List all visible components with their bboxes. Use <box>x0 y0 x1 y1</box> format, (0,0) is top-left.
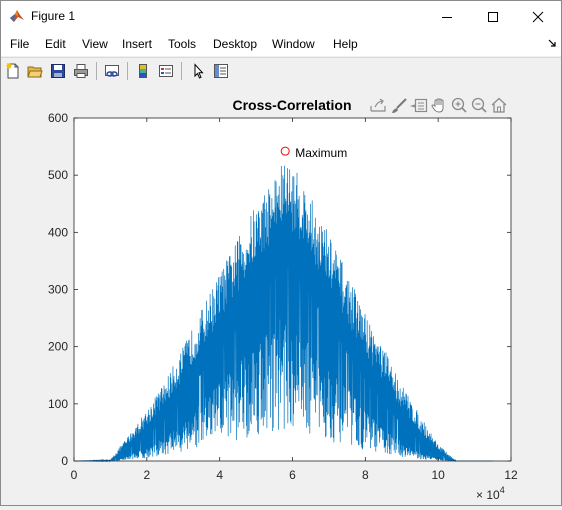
open-file-icon <box>27 66 43 78</box>
menu-edit[interactable]: Edit <box>45 37 66 51</box>
menu-insert[interactable]: Insert <box>122 37 153 51</box>
y-tick-label: 400 <box>48 225 68 239</box>
home-icon <box>491 97 507 113</box>
y-tick-label: 100 <box>48 397 68 411</box>
data-tips-button[interactable] <box>409 98 428 113</box>
export-icon <box>370 98 386 112</box>
home-button[interactable] <box>491 97 507 113</box>
menu-tools[interactable]: Tools <box>168 37 197 51</box>
legend-icon <box>159 65 173 77</box>
x-tick-label: 10 <box>431 468 445 482</box>
maximize-icon <box>488 11 498 22</box>
zoom-out-button[interactable] <box>471 97 487 113</box>
colorbar-icon <box>139 64 147 78</box>
save-icon <box>51 64 65 78</box>
zoom-in-button[interactable] <box>451 97 467 113</box>
export-button[interactable] <box>370 98 386 112</box>
dock-arrow-icon[interactable] <box>547 38 557 48</box>
save-button[interactable] <box>48 61 68 81</box>
pointer-icon <box>194 63 204 79</box>
x-tick-label: 6 <box>289 468 296 482</box>
x-tick-label: 0 <box>71 468 78 482</box>
plot-data-layer <box>74 165 493 463</box>
window-title: Figure 1 <box>31 9 76 23</box>
print-button[interactable] <box>71 61 91 81</box>
pan-button[interactable] <box>431 98 444 113</box>
y-tick-label: 600 <box>48 111 68 125</box>
maximum-label: Maximum <box>295 146 347 160</box>
x-tick-label: 2 <box>143 468 150 482</box>
colorbar-button[interactable] <box>133 61 153 81</box>
data-tips-icon <box>409 98 428 113</box>
menu-desktop[interactable]: Desktop <box>213 37 258 51</box>
minimize-icon <box>442 16 452 18</box>
maximize-button[interactable] <box>470 1 516 32</box>
plot-canvas[interactable]: 0 2 4 6 8 10 12 0 100 200 300 400 500 600 Cross-Corre… <box>1 84 561 505</box>
x-exponent-label: × 104 <box>476 485 505 502</box>
maximum-marker <box>280 146 290 156</box>
close-icon <box>532 11 544 22</box>
series-line <box>74 165 493 463</box>
brush-icon <box>392 98 407 113</box>
title-bar[interactable]: Figure 1 <box>1 1 561 32</box>
link-plot-button[interactable] <box>102 61 122 81</box>
toolbar-separator <box>181 62 182 80</box>
open-file-button[interactable] <box>25 61 45 81</box>
y-tick-label: 300 <box>48 283 68 297</box>
toolbar-separator <box>127 62 128 80</box>
pan-icon <box>431 98 444 113</box>
print-icon <box>74 64 88 78</box>
figure-canvas: 0 2 4 6 8 10 12 0 100 200 300 400 500 600 Cross-Corre… <box>1 84 561 505</box>
x-tick-label: 4 <box>216 468 223 482</box>
maximum-annotation: Maximum <box>280 146 347 160</box>
axes-toolbar <box>370 97 507 113</box>
new-figure-button[interactable] <box>3 61 23 81</box>
minimize-button[interactable] <box>424 1 470 32</box>
chart-title: Cross-Correlation <box>232 97 351 113</box>
zoom-out-icon <box>471 97 487 113</box>
x-tick-label: 12 <box>504 468 518 482</box>
x-tick-label: 8 <box>362 468 369 482</box>
menu-help[interactable]: Help <box>333 37 358 51</box>
figure-toolbar <box>1 57 561 85</box>
close-button[interactable] <box>515 1 561 32</box>
y-tick-label: 200 <box>48 340 68 354</box>
toolbar-separator <box>96 62 97 80</box>
y-tick-label: 500 <box>48 168 68 182</box>
y-tick-label: 0 <box>61 454 68 468</box>
menu-window[interactable]: Window <box>272 37 315 51</box>
pointer-button[interactable] <box>188 61 208 81</box>
link-plot-icon <box>105 65 119 77</box>
menu-file[interactable]: File <box>10 37 30 51</box>
menu-view[interactable]: View <box>82 37 108 51</box>
property-inspector-icon <box>214 64 228 78</box>
zoom-in-icon <box>451 97 467 113</box>
legend-button[interactable] <box>156 61 176 81</box>
brush-button[interactable] <box>392 98 407 113</box>
menu-bar: File Edit View Insert Tools Desktop Wind… <box>1 32 561 56</box>
new-figure-icon <box>6 63 19 79</box>
property-inspector-button[interactable] <box>211 61 231 81</box>
matlab-icon <box>10 10 24 22</box>
tick-layer: 0 2 4 6 8 10 12 0 100 200 300 400 500 600 <box>48 111 518 482</box>
